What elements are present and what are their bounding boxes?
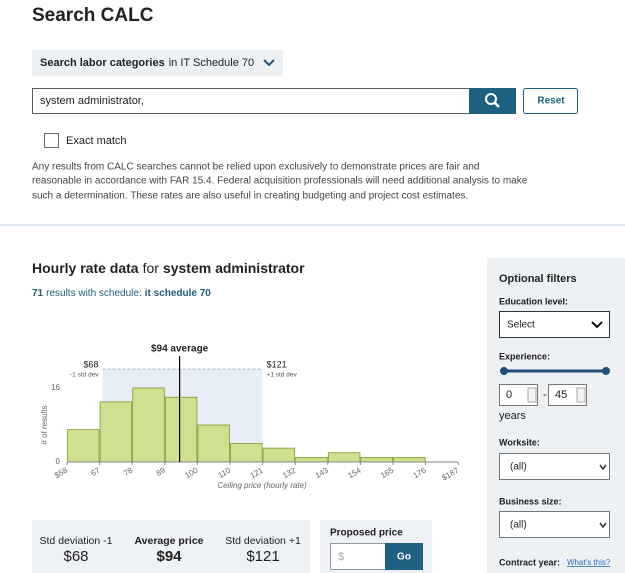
x-tick-label: 132 bbox=[281, 465, 298, 480]
bar bbox=[327, 452, 361, 463]
histogram: $58 67 78 89 100 110 121 132 143 154 165 176 $187 0 16… bbox=[40, 344, 461, 490]
heading-for: for bbox=[143, 260, 160, 276]
slider-handle[interactable] bbox=[602, 367, 610, 375]
bar bbox=[67, 429, 100, 463]
search-button[interactable] bbox=[469, 88, 516, 114]
results-text: results with schedule: bbox=[46, 288, 142, 299]
y-axis-label: # of results bbox=[40, 405, 49, 444]
x-tick-label: 110 bbox=[216, 465, 232, 479]
select-arrow bbox=[576, 387, 586, 403]
category-dropdown[interactable] bbox=[32, 50, 283, 76]
filter-label: Education level: bbox=[499, 296, 568, 306]
search-icon bbox=[485, 93, 497, 105]
stat-name: Std deviation +1 bbox=[225, 535, 301, 547]
chevron bbox=[599, 522, 607, 529]
proposed-label: Proposed price bbox=[330, 528, 403, 539]
filters-title: Optional filters bbox=[499, 273, 577, 285]
schedule-label: in IT Schedule 70 bbox=[169, 57, 254, 69]
stats-box bbox=[32, 520, 310, 573]
x-tick-label: 143 bbox=[314, 465, 331, 480]
search-query: system administrator, bbox=[40, 95, 144, 107]
worksite-select[interactable] bbox=[499, 453, 610, 480]
search-icon-handle bbox=[494, 102, 500, 108]
results-schedule: it schedule 70 bbox=[145, 288, 212, 299]
filter-label: Worksite: bbox=[499, 437, 540, 447]
bar bbox=[99, 401, 133, 463]
heading-start: Hourly rate data bbox=[32, 260, 139, 276]
education-select[interactable] bbox=[499, 311, 610, 338]
disclaimer-line: such a determination. These rates are al… bbox=[32, 191, 468, 202]
education-value: Select bbox=[507, 320, 535, 331]
category-label: Search labor categories bbox=[40, 57, 165, 69]
average-label: $94 average bbox=[151, 344, 209, 355]
std-dev-note: -1 std dev bbox=[70, 372, 99, 379]
business-value: (all) bbox=[510, 520, 527, 531]
category-dropdown-text: Search labor categories in IT Schedule 70 bbox=[40, 57, 254, 69]
chevron bbox=[591, 321, 603, 329]
results-heading: Hourly rate data for system administrator bbox=[32, 260, 305, 276]
x-tick-label: 78 bbox=[122, 465, 135, 478]
bar bbox=[393, 456, 426, 463]
worksite-value: (all) bbox=[510, 462, 527, 473]
reset-button[interactable] bbox=[523, 88, 578, 114]
filter-label: Business size: bbox=[499, 496, 562, 506]
page-title: Search CALC bbox=[32, 5, 154, 26]
bar bbox=[360, 456, 393, 463]
experience-unit: years bbox=[499, 410, 526, 422]
slider-handle[interactable] bbox=[500, 367, 508, 375]
filter-label: Contract year: bbox=[499, 557, 560, 567]
go-label: Go bbox=[397, 552, 411, 563]
go-button[interactable] bbox=[385, 543, 423, 570]
range-dash: - bbox=[543, 389, 547, 401]
filter-label: Experience: bbox=[499, 351, 550, 361]
x-tick-label: 176 bbox=[412, 465, 429, 480]
x-tick-label: 67 bbox=[89, 465, 102, 478]
stat-value: $121 bbox=[246, 548, 279, 565]
x-tick-label: $58 bbox=[53, 465, 70, 480]
stat-name: Average price bbox=[134, 535, 203, 547]
y-tick-label: 0 bbox=[56, 457, 61, 466]
x-tick-label: 165 bbox=[379, 465, 396, 480]
help-link[interactable]: What's this? bbox=[567, 558, 611, 567]
stat-value: $68 bbox=[63, 548, 88, 565]
stat-name: Std deviation -1 bbox=[40, 535, 113, 547]
chevron bbox=[599, 464, 607, 471]
select-arrow bbox=[527, 387, 537, 403]
x-tick-label: 89 bbox=[155, 465, 168, 478]
std-dev-label: $68 bbox=[84, 359, 99, 369]
bar bbox=[230, 443, 263, 463]
x-tick-label: 154 bbox=[346, 465, 363, 480]
y-tick-label: 16 bbox=[51, 383, 60, 392]
experience-min: 0 bbox=[506, 389, 512, 401]
std-dev-note: +1 std dev bbox=[267, 372, 298, 379]
heading-term: system administrator bbox=[163, 260, 305, 276]
business-select[interactable] bbox=[499, 511, 610, 538]
stat-value: $94 bbox=[156, 548, 182, 565]
bar bbox=[262, 447, 296, 463]
chevron bbox=[263, 59, 275, 67]
x-tick-label: 121 bbox=[249, 465, 266, 480]
proposed-placeholder: $ bbox=[338, 551, 344, 563]
bar bbox=[164, 396, 198, 463]
reset-label: Reset bbox=[537, 96, 565, 107]
search-input[interactable] bbox=[32, 88, 470, 114]
std-dev-label: $121 bbox=[267, 359, 287, 369]
exact-match-label: Exact match bbox=[66, 135, 127, 147]
exact-match-checkbox[interactable] bbox=[44, 133, 59, 148]
x-tick-label: 100 bbox=[183, 465, 200, 480]
x-tick-label: $187 bbox=[440, 465, 460, 482]
disclaimer-line: Any results from CALC searches cannot be… bbox=[32, 162, 479, 173]
results-count: 71 bbox=[32, 288, 44, 299]
disclaimer-line: reasonable in accordance with FAR 15.4. … bbox=[32, 176, 528, 187]
experience-max: 45 bbox=[555, 389, 567, 401]
results-count-line: 71 results with schedule: it schedule 70 bbox=[32, 288, 211, 299]
bar bbox=[197, 424, 230, 463]
bar bbox=[295, 456, 328, 463]
bar bbox=[132, 387, 165, 463]
x-axis-label: Ceiling price (hourly rate) bbox=[217, 481, 307, 490]
